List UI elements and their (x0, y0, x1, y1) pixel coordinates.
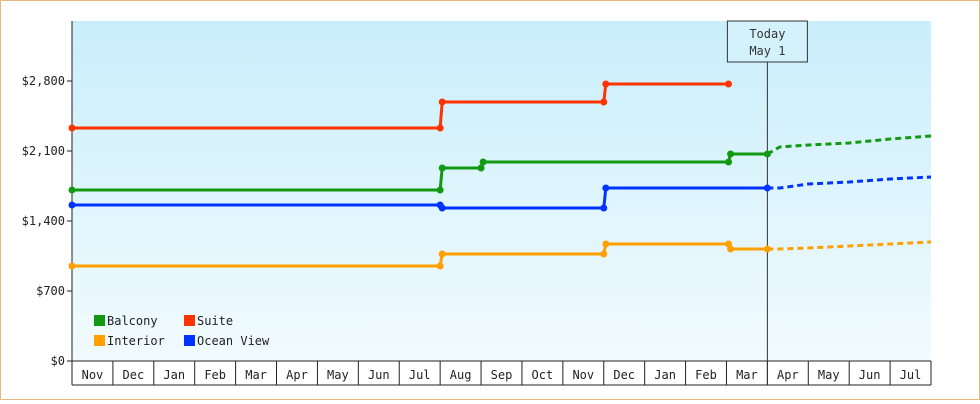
data-point-balcony (438, 164, 446, 172)
x-tick-label: Jun (368, 368, 390, 382)
series-forecast-interior (767, 240, 932, 251)
legend-swatch (94, 335, 105, 346)
today-box (726, 20, 808, 63)
data-point-interior (727, 245, 735, 253)
y-tick-label: $0 (51, 354, 65, 368)
series-forecast-ocean-view (767, 175, 932, 190)
x-tick-label: Jul (900, 368, 922, 382)
today-date-label: May 1 (749, 44, 785, 58)
data-point-balcony (479, 158, 487, 166)
x-tick-label: Jul (409, 368, 431, 382)
x-tick-label: Mar (736, 368, 758, 382)
y-tick-label: $700 (36, 284, 65, 298)
x-tick-label: Oct (532, 368, 554, 382)
data-point-interior (602, 240, 610, 248)
legend-label: Interior (107, 334, 165, 348)
y-tick-label: $1,400 (22, 214, 65, 228)
data-point-suite (438, 98, 446, 106)
legend-swatch (184, 335, 195, 346)
today-label: Today (749, 27, 785, 41)
legend-item-suite: Suite (184, 314, 233, 328)
data-point-balcony (436, 186, 444, 194)
legend-label: Suite (197, 314, 233, 328)
data-point-ocean-view (602, 184, 610, 192)
x-tick-label: Jan (654, 368, 676, 382)
y-tick-label: $2,100 (22, 144, 65, 158)
data-point-suite (68, 124, 76, 132)
data-point-suite (725, 80, 733, 88)
data-point-ocean-view (763, 184, 771, 192)
x-tick-label: Jan (163, 368, 185, 382)
x-tick-label: Dec (613, 368, 635, 382)
legend-swatch (94, 315, 105, 326)
data-point-balcony (763, 150, 771, 158)
x-tick-label: May (818, 368, 840, 382)
series-forecast-balcony (766, 134, 932, 156)
data-point-interior (763, 245, 771, 253)
data-point-balcony (727, 150, 735, 158)
x-tick-label: Feb (204, 368, 226, 382)
x-tick-label: Apr (777, 368, 799, 382)
series-line-suite (72, 82, 729, 130)
legend-item-balcony: Balcony (94, 314, 158, 328)
x-tick-label: Mar (245, 368, 267, 382)
x-tick-label: Sep (491, 368, 513, 382)
data-point-balcony (477, 164, 485, 172)
x-tick-label: Dec (123, 368, 145, 382)
data-point-suite (602, 80, 610, 88)
data-point-ocean-view (600, 204, 608, 212)
x-tick-label: Nov (82, 368, 104, 382)
data-point-interior (600, 250, 608, 258)
y-tick-label: $2,800 (22, 74, 65, 88)
data-point-balcony (68, 186, 76, 194)
legend-label: Balcony (107, 314, 158, 328)
x-tick-label: Jun (859, 368, 881, 382)
x-tick-label: Nov (572, 368, 594, 382)
series-line-ocean-view (72, 186, 768, 210)
legend-swatch (184, 315, 195, 326)
x-tick-label: Aug (450, 368, 472, 382)
data-point-interior (436, 262, 444, 270)
x-tick-label: Apr (286, 368, 308, 382)
data-point-balcony (725, 158, 733, 166)
data-point-ocean-view (68, 201, 76, 209)
legend-item-ocean-view: Ocean View (184, 334, 270, 348)
x-tick-label: Feb (695, 368, 717, 382)
legend-label: Ocean View (197, 334, 270, 348)
data-point-suite (600, 98, 608, 106)
data-point-ocean-view (438, 204, 446, 212)
legend-item-interior: Interior (94, 334, 165, 348)
x-tick-label: May (327, 368, 349, 382)
data-point-interior (438, 250, 446, 258)
data-point-suite (436, 124, 444, 132)
data-point-interior (68, 262, 76, 270)
